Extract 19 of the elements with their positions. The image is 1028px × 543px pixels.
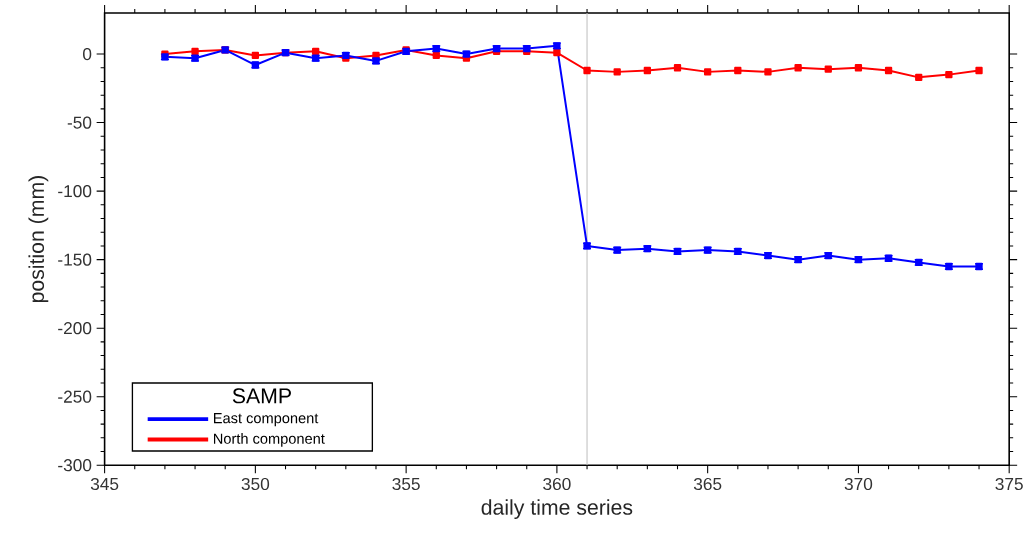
legend-label: North component <box>214 433 325 447</box>
y-tick-label: -300 <box>58 459 92 472</box>
y-tick-label: -100 <box>58 185 92 198</box>
x-tick-label: 370 <box>844 477 873 491</box>
x-tick-label: 375 <box>995 477 1023 491</box>
y-tick-label: -150 <box>58 253 92 266</box>
x-tick-label: 345 <box>90 477 119 491</box>
x-tick-label: 350 <box>241 477 270 491</box>
y-axis-title: position (mm) <box>28 176 49 303</box>
y-tick-label: -250 <box>58 390 92 403</box>
x-tick-label: 355 <box>392 477 420 491</box>
x-axis-title: daily time series <box>481 499 633 520</box>
x-tick-label: 365 <box>693 477 722 491</box>
y-tick-label: 0 <box>83 47 92 61</box>
x-tick-label: 360 <box>543 477 571 491</box>
legend-label: East component <box>214 413 319 427</box>
y-tick-label: -200 <box>58 322 92 335</box>
legend-title: SAMP <box>232 388 291 404</box>
y-tick-label: -50 <box>67 116 92 129</box>
